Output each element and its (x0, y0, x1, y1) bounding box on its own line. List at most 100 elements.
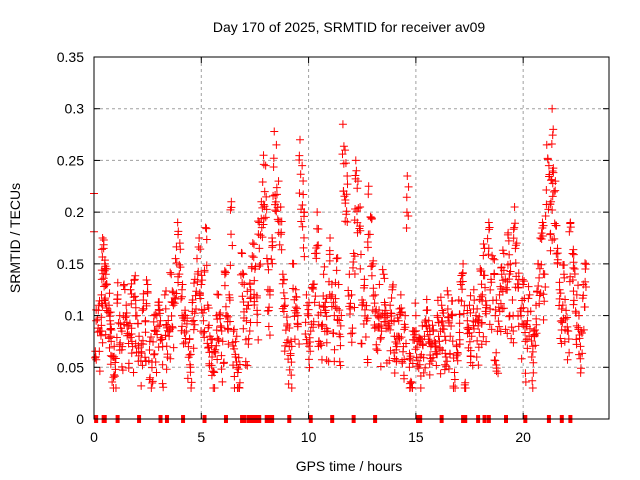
data-point (580, 303, 589, 312)
data-point (485, 320, 494, 329)
data-point (445, 318, 454, 327)
data-point (273, 215, 282, 224)
data-point (510, 202, 519, 211)
data-point (338, 120, 347, 129)
data-point (331, 278, 340, 287)
data-point (518, 296, 527, 305)
data-point (369, 256, 378, 265)
data-point (455, 310, 464, 319)
data-point (259, 200, 268, 209)
data-point (139, 289, 148, 298)
data-point (549, 125, 558, 134)
data-point (475, 328, 484, 337)
data-point (448, 337, 457, 346)
data-point (519, 303, 528, 312)
data-point (452, 351, 461, 360)
data-point (204, 303, 213, 312)
data-point (93, 315, 102, 324)
data-point (557, 304, 566, 313)
data-point (264, 265, 273, 274)
data-point (155, 321, 164, 330)
data-point (270, 127, 279, 136)
data-point (432, 361, 441, 370)
data-point (99, 274, 108, 283)
data-point (477, 266, 486, 275)
data-point (255, 261, 264, 270)
data-point (330, 311, 339, 320)
data-point (336, 321, 345, 330)
data-point (95, 347, 104, 356)
data-point (364, 182, 373, 191)
y-tick-label: 0.35 (57, 49, 84, 65)
data-point (414, 333, 423, 342)
data-point (141, 317, 150, 326)
data-point (142, 276, 151, 285)
data-point (297, 217, 306, 226)
data-point (108, 378, 117, 387)
data-point (230, 372, 239, 381)
data-point (295, 189, 304, 198)
data-point (234, 353, 243, 362)
data-point (444, 364, 453, 373)
data-point (311, 292, 320, 301)
data-point (398, 359, 407, 368)
x-tick-label: 5 (197, 429, 205, 445)
data-point (472, 353, 481, 362)
data-point (439, 309, 448, 318)
data-point (494, 317, 503, 326)
data-point (255, 218, 264, 227)
data-point (521, 328, 530, 337)
data-point (205, 321, 214, 330)
data-point (213, 290, 222, 299)
data-point (134, 319, 143, 328)
data-point (402, 193, 411, 202)
data-point (403, 171, 412, 180)
data-point (131, 303, 140, 312)
data-point (473, 304, 482, 313)
data-point (202, 235, 211, 244)
data-point (280, 302, 289, 311)
data-point (168, 323, 177, 332)
data-point (503, 285, 512, 294)
data-point (565, 227, 574, 236)
data-point (178, 322, 187, 331)
data-point (350, 269, 359, 278)
data-point (269, 163, 278, 172)
data-point (125, 319, 134, 328)
data-point (450, 375, 459, 384)
data-point (444, 290, 453, 299)
data-point (395, 334, 404, 343)
data-point (429, 353, 438, 362)
data-point (155, 309, 164, 318)
data-point (149, 337, 158, 346)
data-point (190, 279, 199, 288)
grid (94, 57, 609, 419)
data-point (397, 307, 406, 316)
data-point (216, 321, 225, 330)
data-point (250, 301, 259, 309)
data-point (458, 268, 467, 277)
data-point (183, 374, 192, 383)
data-point (446, 332, 455, 341)
data-point (118, 366, 127, 375)
data-point (218, 377, 227, 386)
data-point (193, 254, 201, 263)
data-point (170, 299, 179, 308)
data-point (158, 379, 167, 388)
data-point (406, 383, 415, 392)
data-point (186, 368, 195, 377)
data-point (505, 250, 514, 259)
data-point (179, 339, 188, 348)
data-point (569, 287, 578, 296)
data-point (570, 270, 579, 279)
data-point (376, 335, 385, 344)
data-point (407, 378, 416, 387)
data-point (517, 354, 526, 363)
data-point (116, 319, 125, 328)
data-point (277, 245, 286, 254)
data-point (424, 335, 433, 344)
data-point (110, 372, 119, 381)
data-point (253, 318, 262, 327)
data-point (124, 339, 133, 348)
data-point (424, 316, 433, 325)
